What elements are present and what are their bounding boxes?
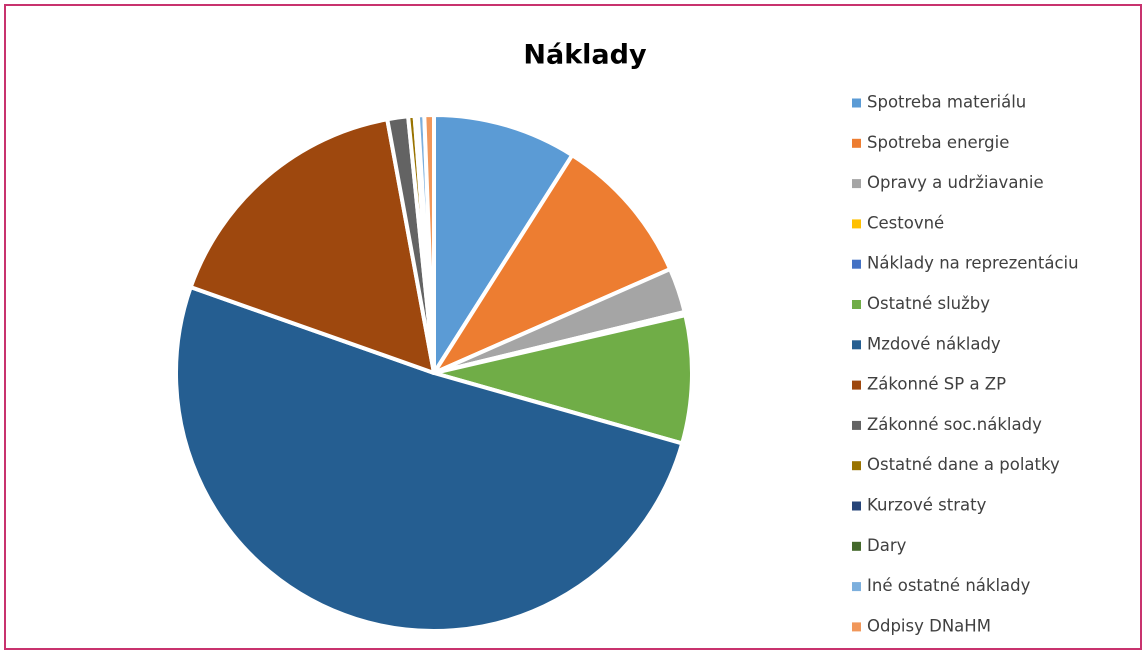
legend-swatch: [852, 98, 861, 108]
chart-title: Náklady: [523, 40, 647, 71]
legend-label: Zákonné SP a ZP: [867, 375, 1006, 394]
legend-swatch: [852, 461, 861, 471]
legend-swatch: [852, 219, 861, 229]
pie-slice: [432, 153, 673, 375]
legend-swatch: [852, 300, 861, 309]
legend-swatch: [852, 541, 861, 551]
legend-label: Opravy a udržiavanie: [867, 173, 1044, 192]
legend-swatch: [852, 582, 861, 592]
pie-slice: [422, 112, 436, 375]
pie-slice: [432, 113, 575, 375]
legend-swatch: [852, 138, 861, 148]
legend-swatch: [852, 259, 861, 269]
legend-swatch: [852, 380, 861, 390]
legend-swatch: [852, 340, 861, 350]
legend-label: Náklady na reprezentáciu: [867, 254, 1079, 273]
legend-label: Ostatné služby: [867, 294, 990, 313]
legend-label: Odpisy DNaHM: [867, 616, 991, 635]
pie-slice: [174, 285, 685, 633]
legend-label: Cestovné: [867, 213, 944, 232]
legend-label: Spotreba materiálu: [867, 93, 1026, 112]
pie-slice: [432, 313, 694, 446]
legend-label: Ostatné dane a polatky: [867, 455, 1060, 474]
legend-swatch: [852, 179, 861, 189]
legend-swatch: [852, 501, 861, 511]
legend-label: Zákonné soc.náklady: [867, 415, 1042, 434]
legend-label: Dary: [867, 536, 907, 555]
legend-swatch: [852, 622, 861, 632]
legend-label: Iné ostatné náklady: [867, 576, 1031, 595]
legend-label: Mzdové náklady: [867, 334, 1001, 353]
legend-label: Spotreba energie: [867, 133, 1009, 152]
legend-swatch: [852, 420, 861, 430]
pie-slice: [188, 117, 436, 375]
legend-label: Kurzové straty: [867, 496, 987, 515]
